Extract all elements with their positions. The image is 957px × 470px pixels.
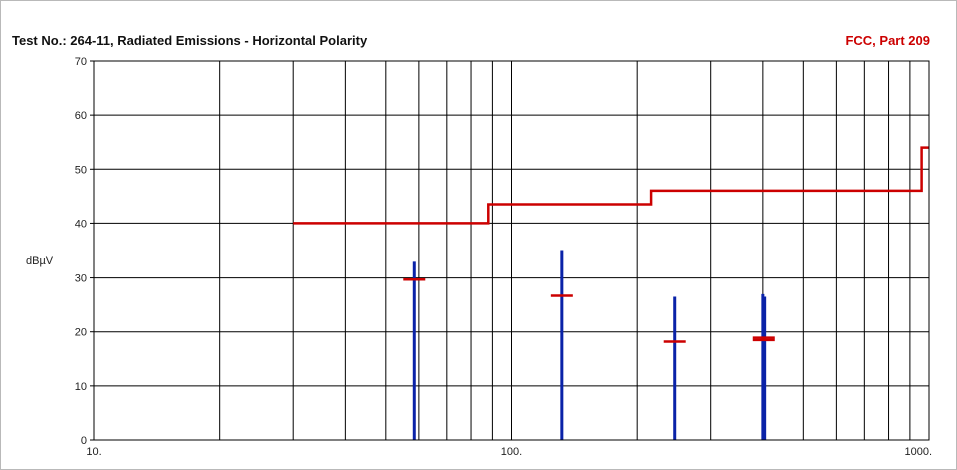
y-axis-label: dBµV <box>26 255 54 267</box>
y-tick-label: 10 <box>75 381 87 393</box>
x-tick-label: 100. <box>501 446 522 458</box>
limit-line <box>293 146 929 225</box>
y-tick-label: 60 <box>75 110 87 122</box>
y-tick-label: 40 <box>75 218 87 230</box>
y-tick-label: 20 <box>75 327 87 339</box>
x-tick-label: 1000. <box>904 446 932 458</box>
y-tick-label: 30 <box>75 273 87 285</box>
quasi-peak-markers-layer <box>403 277 775 343</box>
standard-label: FCC, Part 209 <box>845 33 930 48</box>
limit-line-layer <box>293 146 929 225</box>
y-tick-label: 50 <box>75 164 87 176</box>
x-tick-label: 10. <box>86 446 101 458</box>
chart-title: Test No.: 264-11, Radiated Emissions - H… <box>12 33 368 48</box>
tick-labels: 0 10 20 30 40 50 60 70 10. 100. 1000. <box>75 56 932 458</box>
y-tick-label: 70 <box>75 56 87 68</box>
grid <box>90 60 929 441</box>
plot-border <box>93 60 930 441</box>
y-tick-label: 0 <box>81 435 87 447</box>
peak-bars-layer <box>412 250 767 440</box>
